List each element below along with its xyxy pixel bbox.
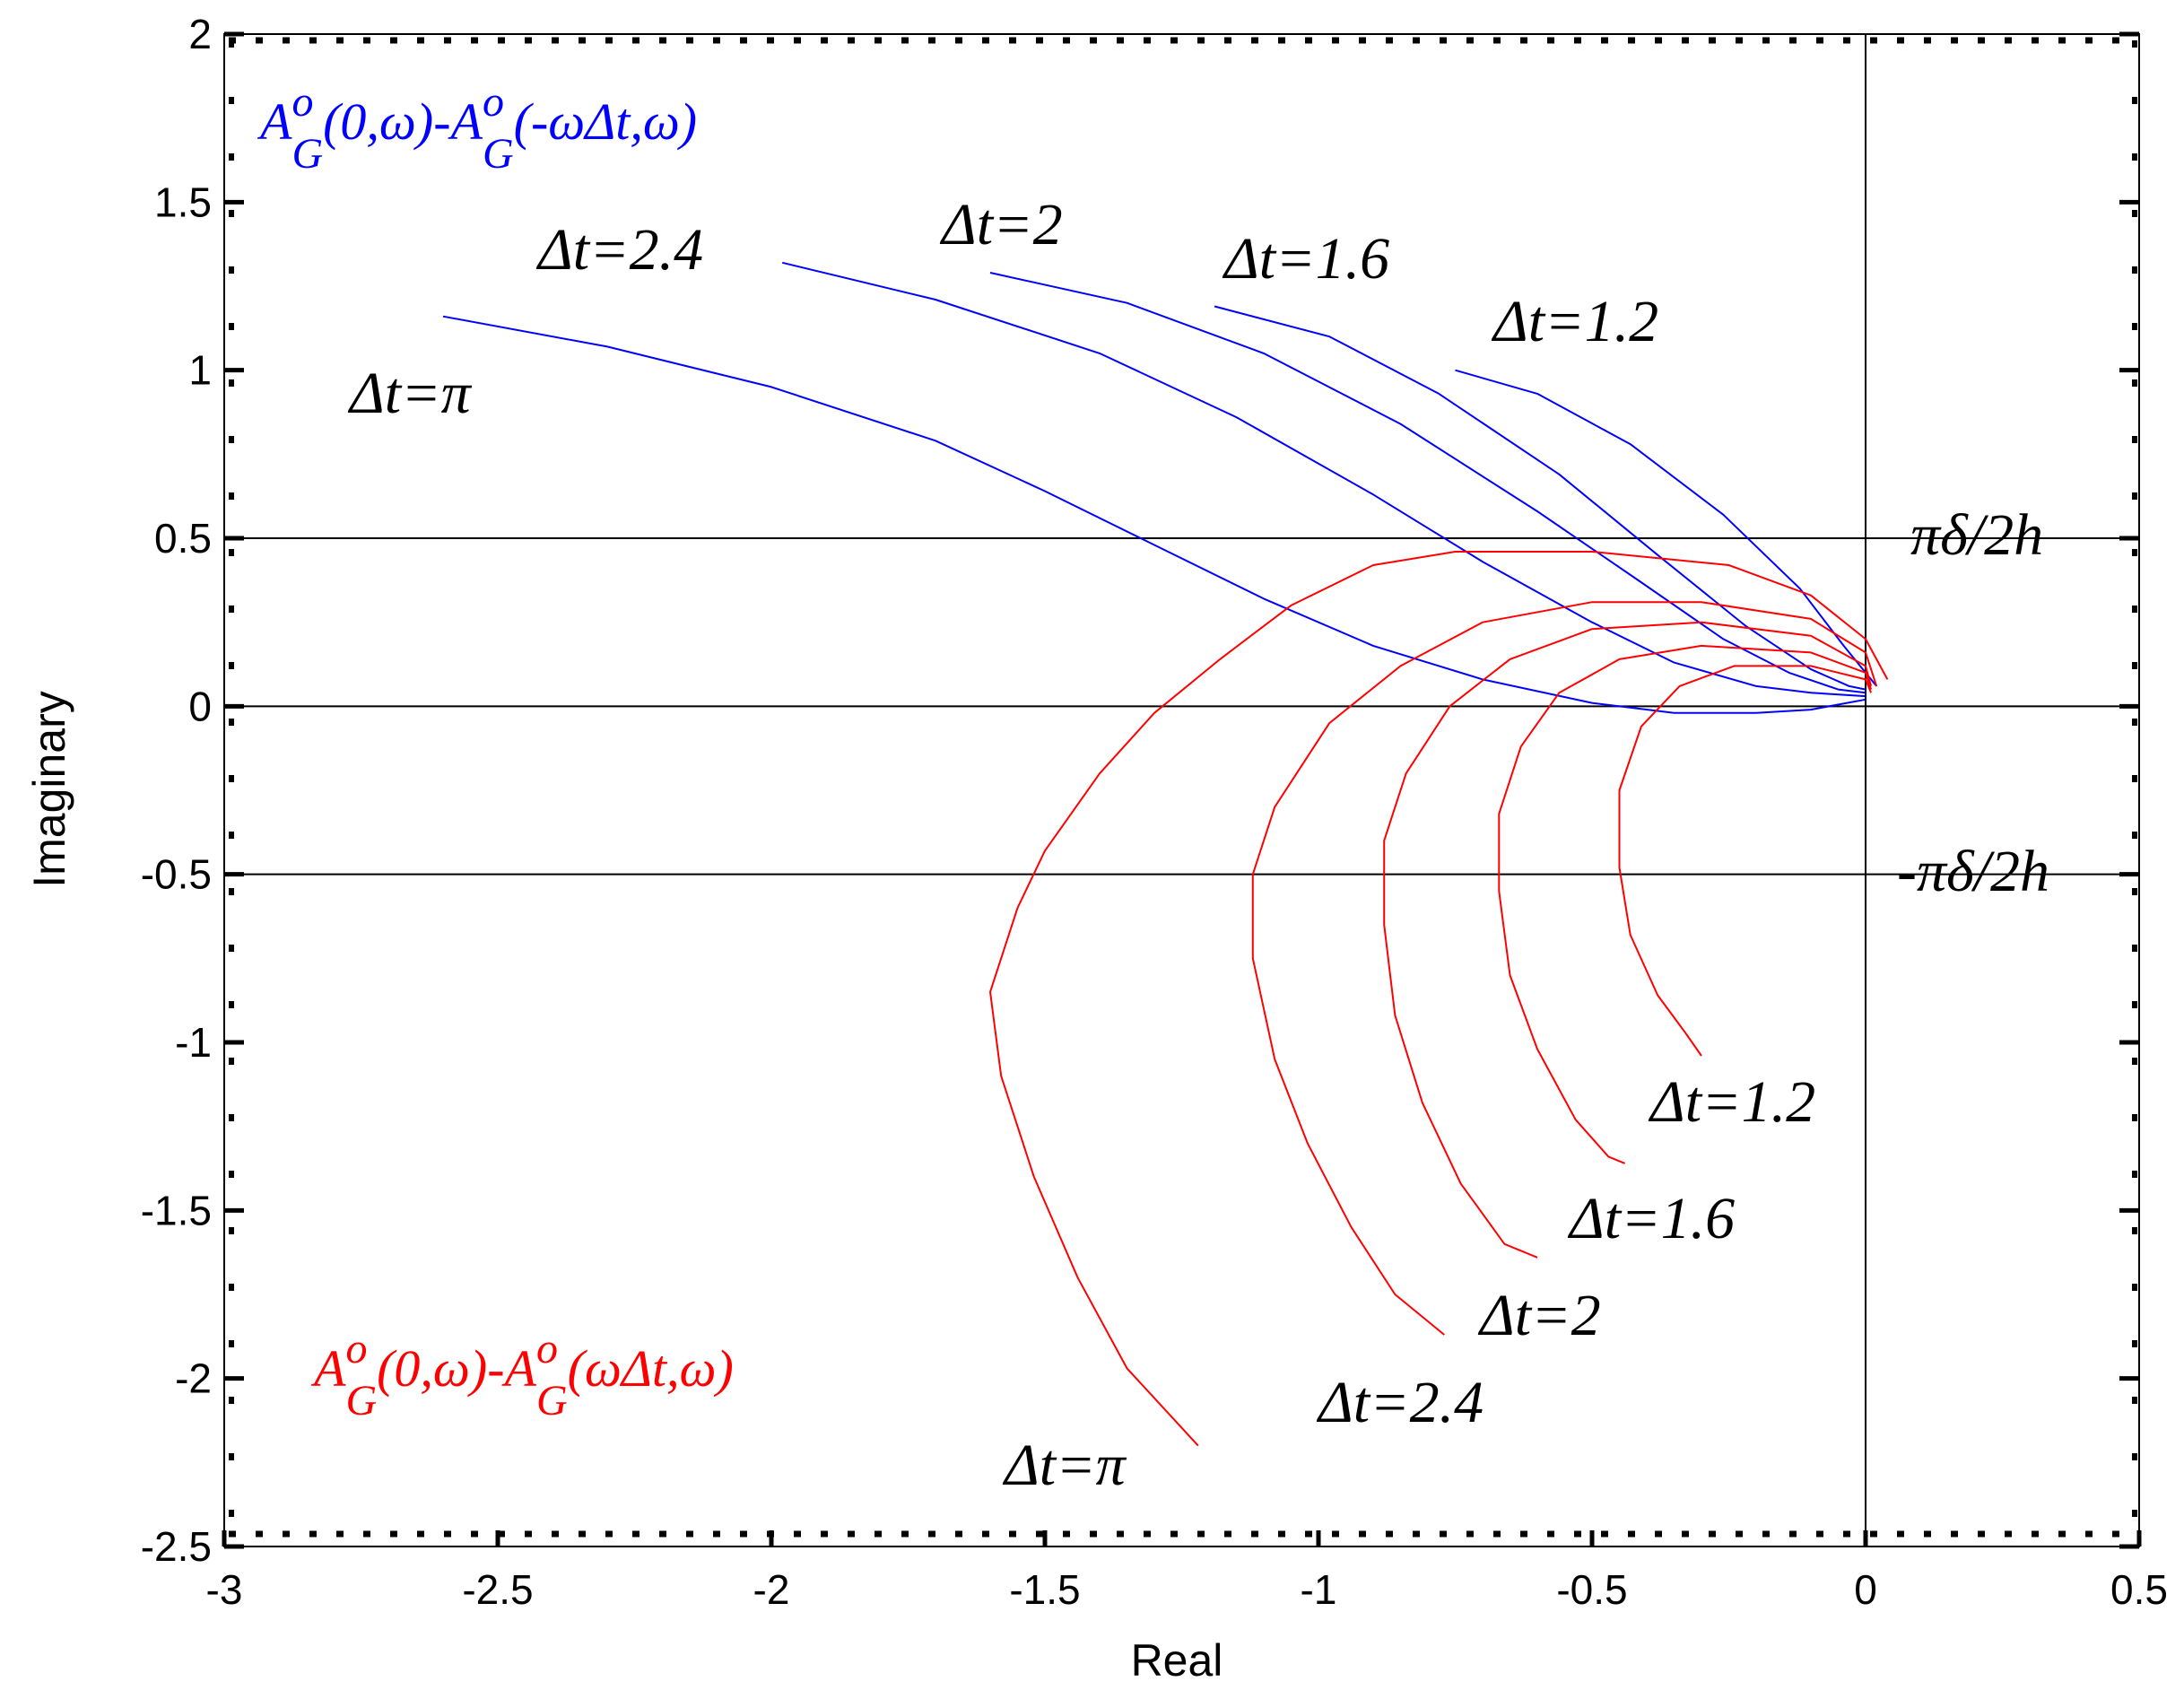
red-label-dt-1-2: Δt=1.2 <box>1648 1069 1815 1135</box>
red-label-dt-1-6: Δt=1.6 <box>1567 1186 1735 1251</box>
blue-label-dt-2: Δt=2 <box>939 192 1063 257</box>
blue-label-dt-1-2: Δt=1.2 <box>1491 289 1658 354</box>
blue-curve-2 <box>989 272 1866 694</box>
x-tick-label: -3 <box>206 1566 243 1613</box>
x-tick-label: -2.5 <box>462 1566 533 1613</box>
red-curve-4 <box>1618 665 1873 1057</box>
blue-label-dt-1-6: Δt=1.6 <box>1222 226 1389 292</box>
red-curve-0 <box>989 551 1889 1447</box>
y-tick-label: 1 <box>188 347 212 394</box>
y-tick-label: -2 <box>175 1355 212 1402</box>
frame-minor-ticks <box>229 37 2137 1538</box>
y-tick-label: 0.5 <box>154 515 212 562</box>
red-label-dt-2-4: Δt=2.4 <box>1316 1370 1484 1435</box>
reference-lines <box>224 34 2139 1547</box>
y-tick-label: -1.5 <box>141 1187 212 1233</box>
blue-curve-3 <box>1214 305 1866 691</box>
x-tick-label: 0 <box>1854 1566 1877 1613</box>
y-tick-label: 0 <box>188 683 212 729</box>
blue-curve-0 <box>442 315 1866 714</box>
red-label-dt-2: Δt=2 <box>1477 1283 1601 1348</box>
blue-curve-1 <box>781 261 1866 698</box>
x-tick-label: -1.5 <box>1009 1566 1080 1613</box>
plot-frame <box>223 33 2140 1547</box>
red-label-dt-pi: Δt=π <box>1002 1433 1127 1498</box>
y-tick-label: -2.5 <box>141 1523 212 1570</box>
red-curve-1 <box>1251 601 1878 1336</box>
blue-curve-4 <box>1455 369 1877 687</box>
blue-label-dt-2-4: Δt=2.4 <box>535 217 703 283</box>
red-legend-formula: Ao G(0,ω)-Ao G(ωΔt,ω) <box>310 1325 734 1425</box>
x-axis-ticks: -3 -2.5 -2 -1.5 -1 -0.5 0 0.5 <box>206 1530 2168 1613</box>
x-tick-label: -0.5 <box>1556 1566 1627 1613</box>
red-curve-2 <box>1383 621 1873 1259</box>
blue-legend-formula: Ao G(0,ω)-Ao G(-ωΔt,ω) <box>257 78 697 178</box>
y-tick-label: -0.5 <box>141 851 212 898</box>
x-tick-label: -1 <box>1301 1566 1337 1613</box>
x-tick-label: -2 <box>753 1566 790 1613</box>
y-axis-title: Imaginary <box>24 691 74 888</box>
y-tick-label: -1 <box>175 1019 212 1066</box>
red-curve-3 <box>1498 644 1873 1164</box>
series-layer <box>442 261 1889 1447</box>
x-tick-label: 0.5 <box>2110 1566 2168 1613</box>
y-tick-label: 2 <box>188 11 212 57</box>
ref-label-lower: -πδ/2h <box>1897 839 2049 904</box>
y-axis-ticks: 2 1.5 1 0.5 0 -0.5 -1 -1.5 -2 -2.5 <box>141 11 2139 1570</box>
ref-label-upper: πδ/2h <box>1910 502 2043 568</box>
blue-label-dt-pi: Δt=π <box>347 361 473 426</box>
y-tick-label: 1.5 <box>154 179 212 225</box>
x-axis-title: Real <box>1131 1635 1223 1686</box>
